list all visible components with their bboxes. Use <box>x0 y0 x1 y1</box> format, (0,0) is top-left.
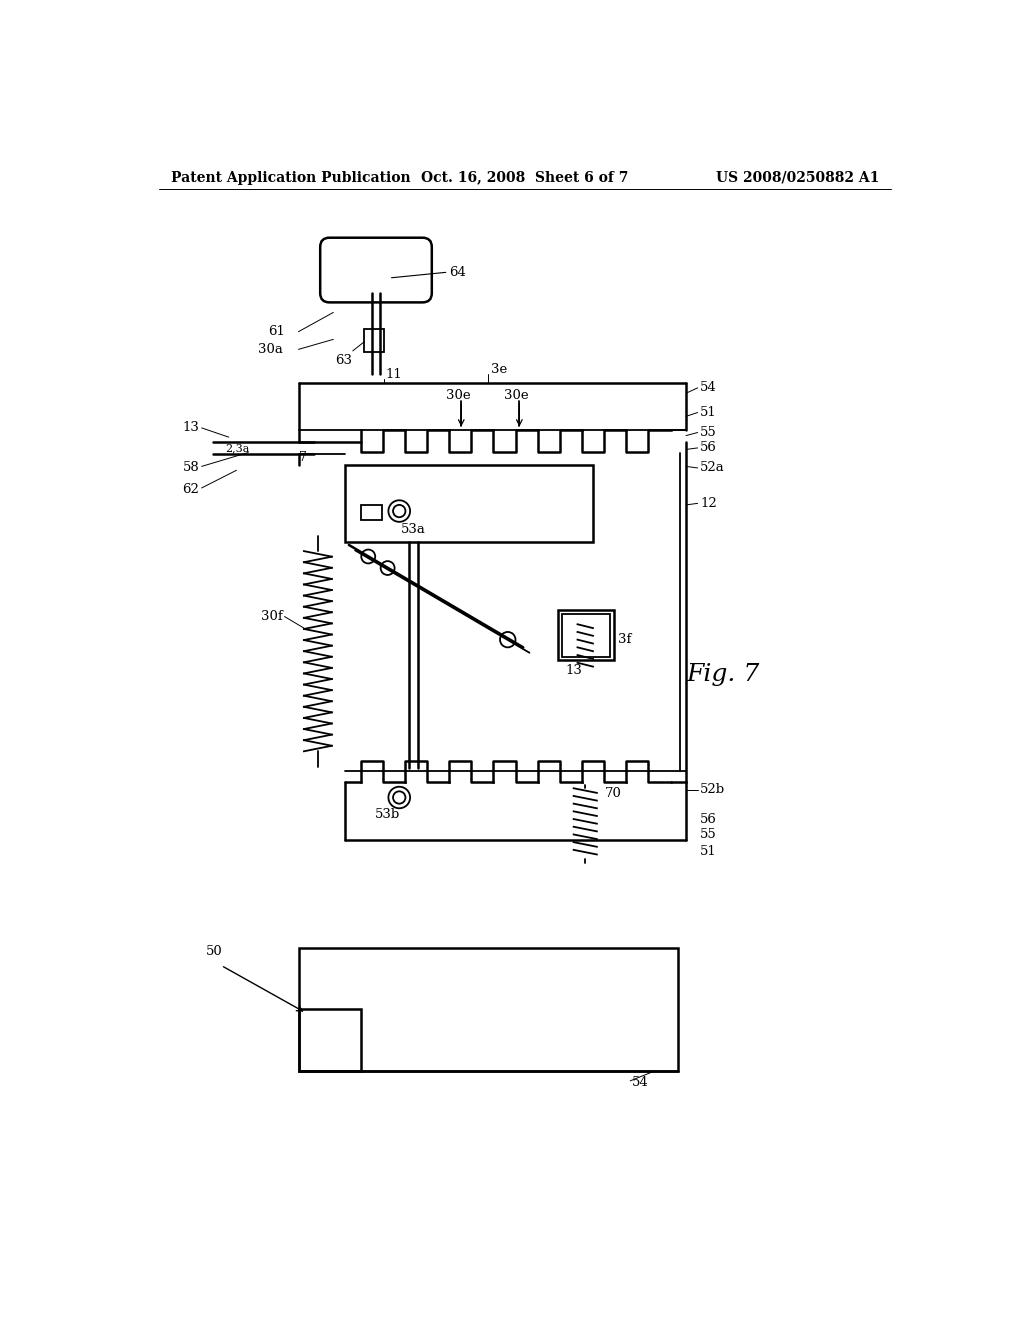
Text: 50: 50 <box>206 945 222 958</box>
Text: 3f: 3f <box>617 634 631 647</box>
Text: 53a: 53a <box>400 523 426 536</box>
Text: 51: 51 <box>700 407 717 418</box>
Text: 52b: 52b <box>700 783 725 796</box>
Text: 30e: 30e <box>504 389 528 403</box>
Text: 58: 58 <box>182 462 200 474</box>
Bar <box>299 948 678 1071</box>
Text: 64: 64 <box>450 265 467 279</box>
Text: 12: 12 <box>700 496 717 510</box>
Text: 52a: 52a <box>700 462 725 474</box>
Text: 54: 54 <box>700 381 717 395</box>
Bar <box>365 330 384 352</box>
Text: 13: 13 <box>182 421 200 434</box>
Bar <box>562 614 610 656</box>
Text: US 2008/0250882 A1: US 2008/0250882 A1 <box>717 170 880 185</box>
Bar <box>360 506 382 520</box>
Text: 3e: 3e <box>490 363 507 376</box>
Text: 62: 62 <box>182 483 200 496</box>
Text: 54: 54 <box>632 1076 648 1089</box>
Bar <box>558 610 614 660</box>
Text: 2,3a: 2,3a <box>225 444 249 453</box>
Bar <box>345 465 593 543</box>
Text: 63: 63 <box>335 354 352 367</box>
Text: Fig. 7: Fig. 7 <box>686 663 759 686</box>
Text: Patent Application Publication: Patent Application Publication <box>171 170 411 185</box>
Text: 13: 13 <box>566 664 583 677</box>
Text: 55: 55 <box>700 426 717 440</box>
Text: 30f: 30f <box>261 610 283 623</box>
Text: 11: 11 <box>385 367 402 380</box>
Text: 70: 70 <box>604 787 622 800</box>
Text: 30e: 30e <box>445 389 470 403</box>
Text: Oct. 16, 2008  Sheet 6 of 7: Oct. 16, 2008 Sheet 6 of 7 <box>421 170 629 185</box>
Text: 61: 61 <box>268 325 286 338</box>
Text: 30a: 30a <box>258 343 283 356</box>
Text: 51: 51 <box>700 845 717 858</box>
Text: 53b: 53b <box>375 808 399 821</box>
Bar <box>299 1010 360 1071</box>
Text: 56: 56 <box>700 813 717 825</box>
Text: 56: 56 <box>700 441 717 454</box>
Text: 7: 7 <box>299 450 306 463</box>
Text: 55: 55 <box>700 828 717 841</box>
